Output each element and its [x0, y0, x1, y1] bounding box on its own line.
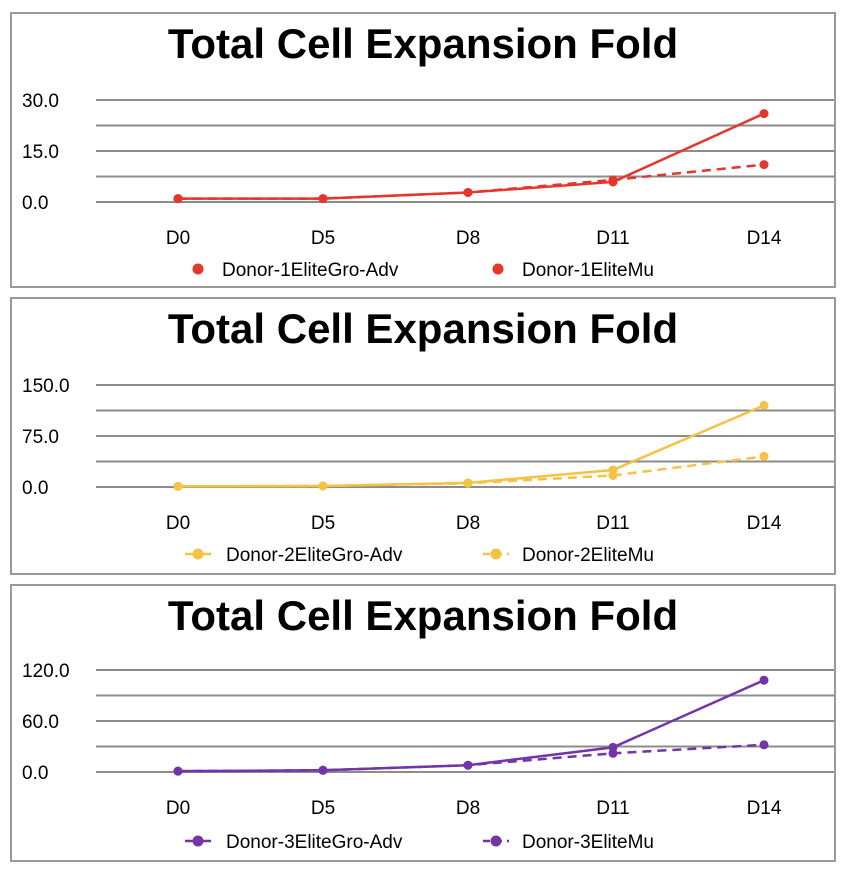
- data-point: [318, 765, 328, 775]
- data-point: [759, 740, 769, 750]
- legend-label: Donor-3EliteMu: [522, 832, 654, 853]
- legend-marker: [490, 835, 502, 847]
- data-point: [173, 194, 183, 204]
- legend-marker: [192, 263, 204, 275]
- chart-svg-donor-1: Total Cell Expansion Fold 0.0 15.0 30.0 D0 D5…: [22, 20, 834, 281]
- x-tick-label: D11: [596, 228, 629, 249]
- x-tick-label: D0: [166, 513, 190, 534]
- legend-marker: [492, 263, 504, 275]
- data-point: [608, 177, 618, 187]
- data-point: [759, 160, 769, 170]
- data-point: [759, 675, 769, 685]
- legend-marker: [192, 548, 204, 560]
- x-tick-label: D8: [456, 513, 480, 534]
- x-tick-label: D8: [456, 798, 480, 819]
- y-tick-label: 0.0: [22, 763, 48, 784]
- y-tick-label: 0.0: [22, 193, 48, 214]
- data-point: [759, 400, 769, 410]
- chart-svg-donor-2: Total Cell Expansion Fold 0.0 75.0 150.0 D0 D…: [22, 305, 834, 566]
- y-tick-label: 120.0: [22, 661, 70, 682]
- x-tick-label: D0: [166, 228, 190, 249]
- chart-title: Total Cell Expansion Fold: [168, 20, 678, 67]
- legend-marker: [192, 835, 204, 847]
- x-tick-label: D11: [596, 798, 629, 819]
- data-point: [318, 194, 328, 204]
- y-tick-label: 60.0: [22, 712, 59, 733]
- chart-panel-donor-2: Total Cell Expansion Fold 0.0 75.0 150.0 D0 D…: [10, 297, 836, 575]
- data-point: [173, 481, 183, 491]
- chart-panel-donor-1: Total Cell Expansion Fold 0.0 15.0 30.0 D0 D5…: [10, 12, 836, 288]
- data-point: [463, 187, 473, 197]
- x-tick-label: D8: [456, 228, 480, 249]
- chart-panel-donor-3: Total Cell Expansion Fold 0.0 60.0 120.0 D0 D…: [10, 584, 836, 862]
- data-point: [759, 109, 769, 119]
- legend-label: Donor-3EliteGro-Adv: [226, 832, 403, 853]
- series-line: [177, 404, 765, 488]
- x-tick-label: D11: [596, 513, 629, 534]
- y-tick-label: 75.0: [22, 427, 59, 448]
- chart-title: Total Cell Expansion Fold: [168, 305, 678, 352]
- data-point: [318, 481, 328, 491]
- y-tick-label: 30.0: [22, 91, 59, 112]
- data-point: [608, 465, 618, 475]
- data-point: [759, 451, 769, 461]
- legend-label: Donor-1EliteGro-Adv: [222, 260, 399, 281]
- legend-marker: [490, 548, 502, 560]
- series-line: [177, 679, 765, 773]
- y-tick-label: 15.0: [22, 142, 59, 163]
- y-tick-label: 0.0: [22, 478, 48, 499]
- x-tick-label: D14: [747, 798, 782, 819]
- x-tick-label: D14: [747, 228, 782, 249]
- x-tick-label: D0: [166, 798, 190, 819]
- y-tick-label: 150.0: [22, 376, 70, 397]
- x-tick-label: D5: [311, 513, 335, 534]
- x-tick-label: D5: [311, 228, 335, 249]
- data-point: [173, 766, 183, 776]
- chart-svg-donor-3: Total Cell Expansion Fold 0.0 60.0 120.0 D0 D…: [22, 592, 834, 853]
- x-tick-label: D14: [747, 513, 782, 534]
- data-point: [463, 478, 473, 488]
- legend-label: Donor-1EliteMu: [522, 260, 654, 281]
- legend-label: Donor-2EliteGro-Adv: [226, 545, 403, 566]
- data-point: [463, 760, 473, 770]
- x-tick-label: D5: [311, 798, 335, 819]
- legend-label: Donor-2EliteMu: [522, 545, 654, 566]
- data-point: [608, 742, 618, 752]
- chart-title: Total Cell Expansion Fold: [168, 592, 678, 639]
